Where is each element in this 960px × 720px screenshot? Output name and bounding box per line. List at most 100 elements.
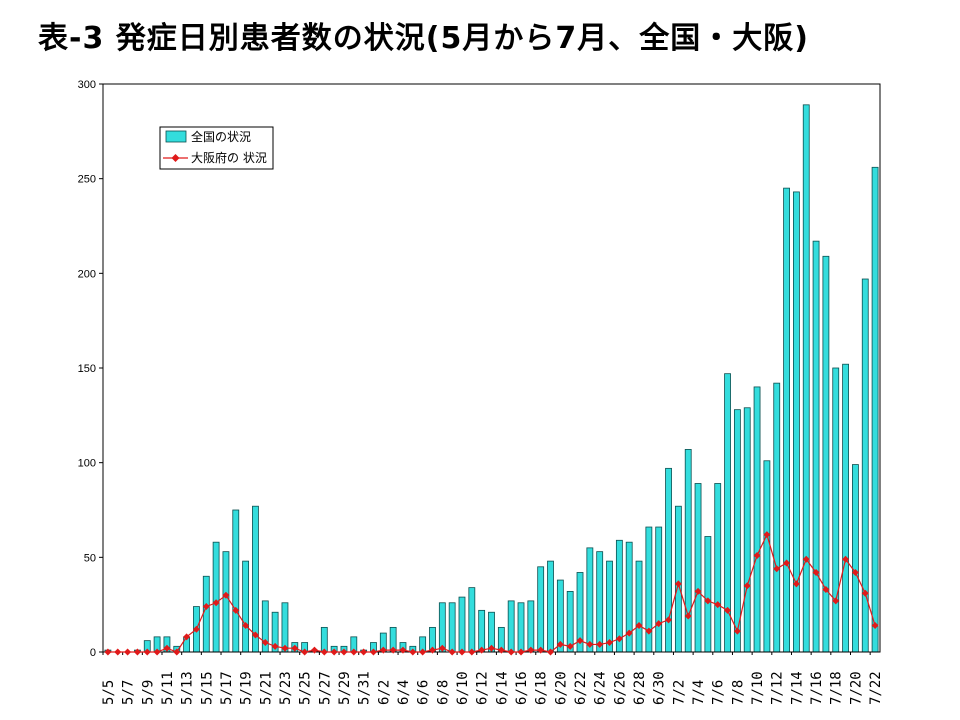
osaka-point	[625, 629, 633, 637]
national-bar	[802, 104, 810, 653]
x-tick-label: 5/17	[219, 671, 235, 705]
osaka-point	[507, 648, 515, 656]
osaka-point	[851, 568, 859, 576]
osaka-point	[320, 648, 328, 656]
x-tick-label: 6/26	[612, 671, 628, 705]
national-bar	[212, 541, 220, 653]
x-tick-label: 5/7	[121, 680, 137, 705]
x-tick-label: 5/31	[357, 671, 373, 705]
national-bar	[448, 602, 456, 653]
x-tick-label: 6/4	[396, 680, 412, 705]
osaka-point	[704, 597, 712, 605]
x-tick-label: 5/19	[239, 671, 255, 705]
national-bar	[763, 460, 771, 653]
osaka-point	[714, 601, 722, 609]
national-bar	[527, 600, 535, 653]
osaka-point	[586, 640, 594, 648]
osaka-point	[497, 646, 505, 654]
x-tick-label: 5/13	[180, 671, 196, 705]
osaka-point	[615, 635, 623, 643]
x-tick-label: 5/29	[337, 671, 353, 705]
osaka-point	[448, 648, 456, 656]
osaka-point	[674, 580, 682, 588]
x-tick-label: 5/21	[258, 671, 274, 705]
osaka-point	[468, 648, 476, 656]
national-bar	[714, 483, 722, 653]
osaka-point	[153, 648, 161, 656]
national-bar	[832, 367, 840, 653]
osaka-point	[792, 580, 800, 588]
x-tick-label: 6/8	[435, 680, 451, 705]
osaka-point	[143, 648, 151, 656]
osaka-point	[753, 551, 761, 559]
osaka-point	[232, 606, 240, 614]
osaka-point	[419, 648, 427, 656]
osaka-point	[379, 646, 387, 654]
osaka-point	[724, 606, 732, 614]
national-bar	[438, 602, 446, 653]
national-bar	[674, 505, 682, 653]
x-tick-label: 7/4	[691, 680, 707, 705]
legend-swatch-osaka-marker	[171, 154, 180, 162]
osaka-point	[822, 586, 830, 594]
osaka-point	[488, 644, 495, 652]
national-bar	[547, 560, 554, 653]
x-tick-label: 7/22	[868, 671, 884, 705]
national-bar	[596, 551, 604, 653]
x-tick-label: 7/20	[848, 671, 864, 705]
x-tick-label: 6/28	[632, 671, 648, 705]
national-bar	[478, 609, 486, 653]
osaka-point	[301, 648, 309, 656]
national-bar	[783, 187, 790, 653]
x-tick-label: 6/22	[573, 671, 589, 705]
osaka-point	[369, 648, 377, 656]
osaka-point	[192, 625, 200, 633]
osaka-point	[438, 644, 446, 652]
legend-swatch-national	[165, 130, 187, 143]
national-bar	[517, 602, 525, 653]
national-bar	[281, 602, 289, 653]
osaka-point	[133, 648, 141, 656]
y-tick-label: 50	[84, 552, 96, 564]
x-tick-label: 6/12	[475, 671, 491, 705]
osaka-point	[399, 646, 407, 654]
x-tick-label: 7/18	[829, 671, 845, 705]
x-tick-label: 6/6	[416, 680, 432, 705]
x-tick-label: 6/16	[514, 671, 530, 705]
national-bar	[252, 505, 259, 653]
national-bar	[852, 464, 859, 653]
osaka-point	[733, 627, 741, 635]
osaka-point	[281, 644, 289, 652]
legend: 全国の状況 大阪府の 状況	[159, 126, 274, 170]
osaka-point	[330, 648, 338, 656]
x-tick-label: 5/27	[317, 671, 333, 705]
x-tick-label: 5/23	[278, 671, 294, 705]
osaka-point	[261, 639, 269, 647]
y-tick-label: 0	[90, 647, 96, 659]
osaka-point	[802, 555, 810, 563]
national-bar	[635, 560, 643, 653]
osaka-point	[596, 640, 604, 648]
osaka-point	[222, 591, 230, 599]
osaka-point	[291, 644, 299, 652]
x-tick-label: 7/12	[770, 671, 786, 705]
osaka-point	[763, 531, 771, 539]
osaka-point	[104, 648, 112, 656]
osaka-point	[812, 568, 820, 576]
national-bar	[606, 560, 613, 653]
x-tick-label: 7/6	[711, 680, 727, 705]
national-bar	[615, 539, 623, 653]
osaka-point	[527, 646, 535, 654]
x-tick-label: 5/25	[298, 671, 314, 705]
osaka-point	[114, 648, 122, 656]
national-bar	[468, 587, 476, 653]
osaka-point	[517, 648, 525, 656]
national-bar	[812, 240, 820, 653]
x-tick-label: 6/2	[376, 680, 392, 705]
osaka-point	[428, 646, 436, 654]
osaka-point	[842, 555, 850, 563]
x-tick-label: 6/14	[494, 671, 510, 705]
osaka-point	[743, 582, 751, 590]
x-tick-label: 5/11	[160, 671, 176, 705]
osaka-point	[783, 559, 791, 567]
